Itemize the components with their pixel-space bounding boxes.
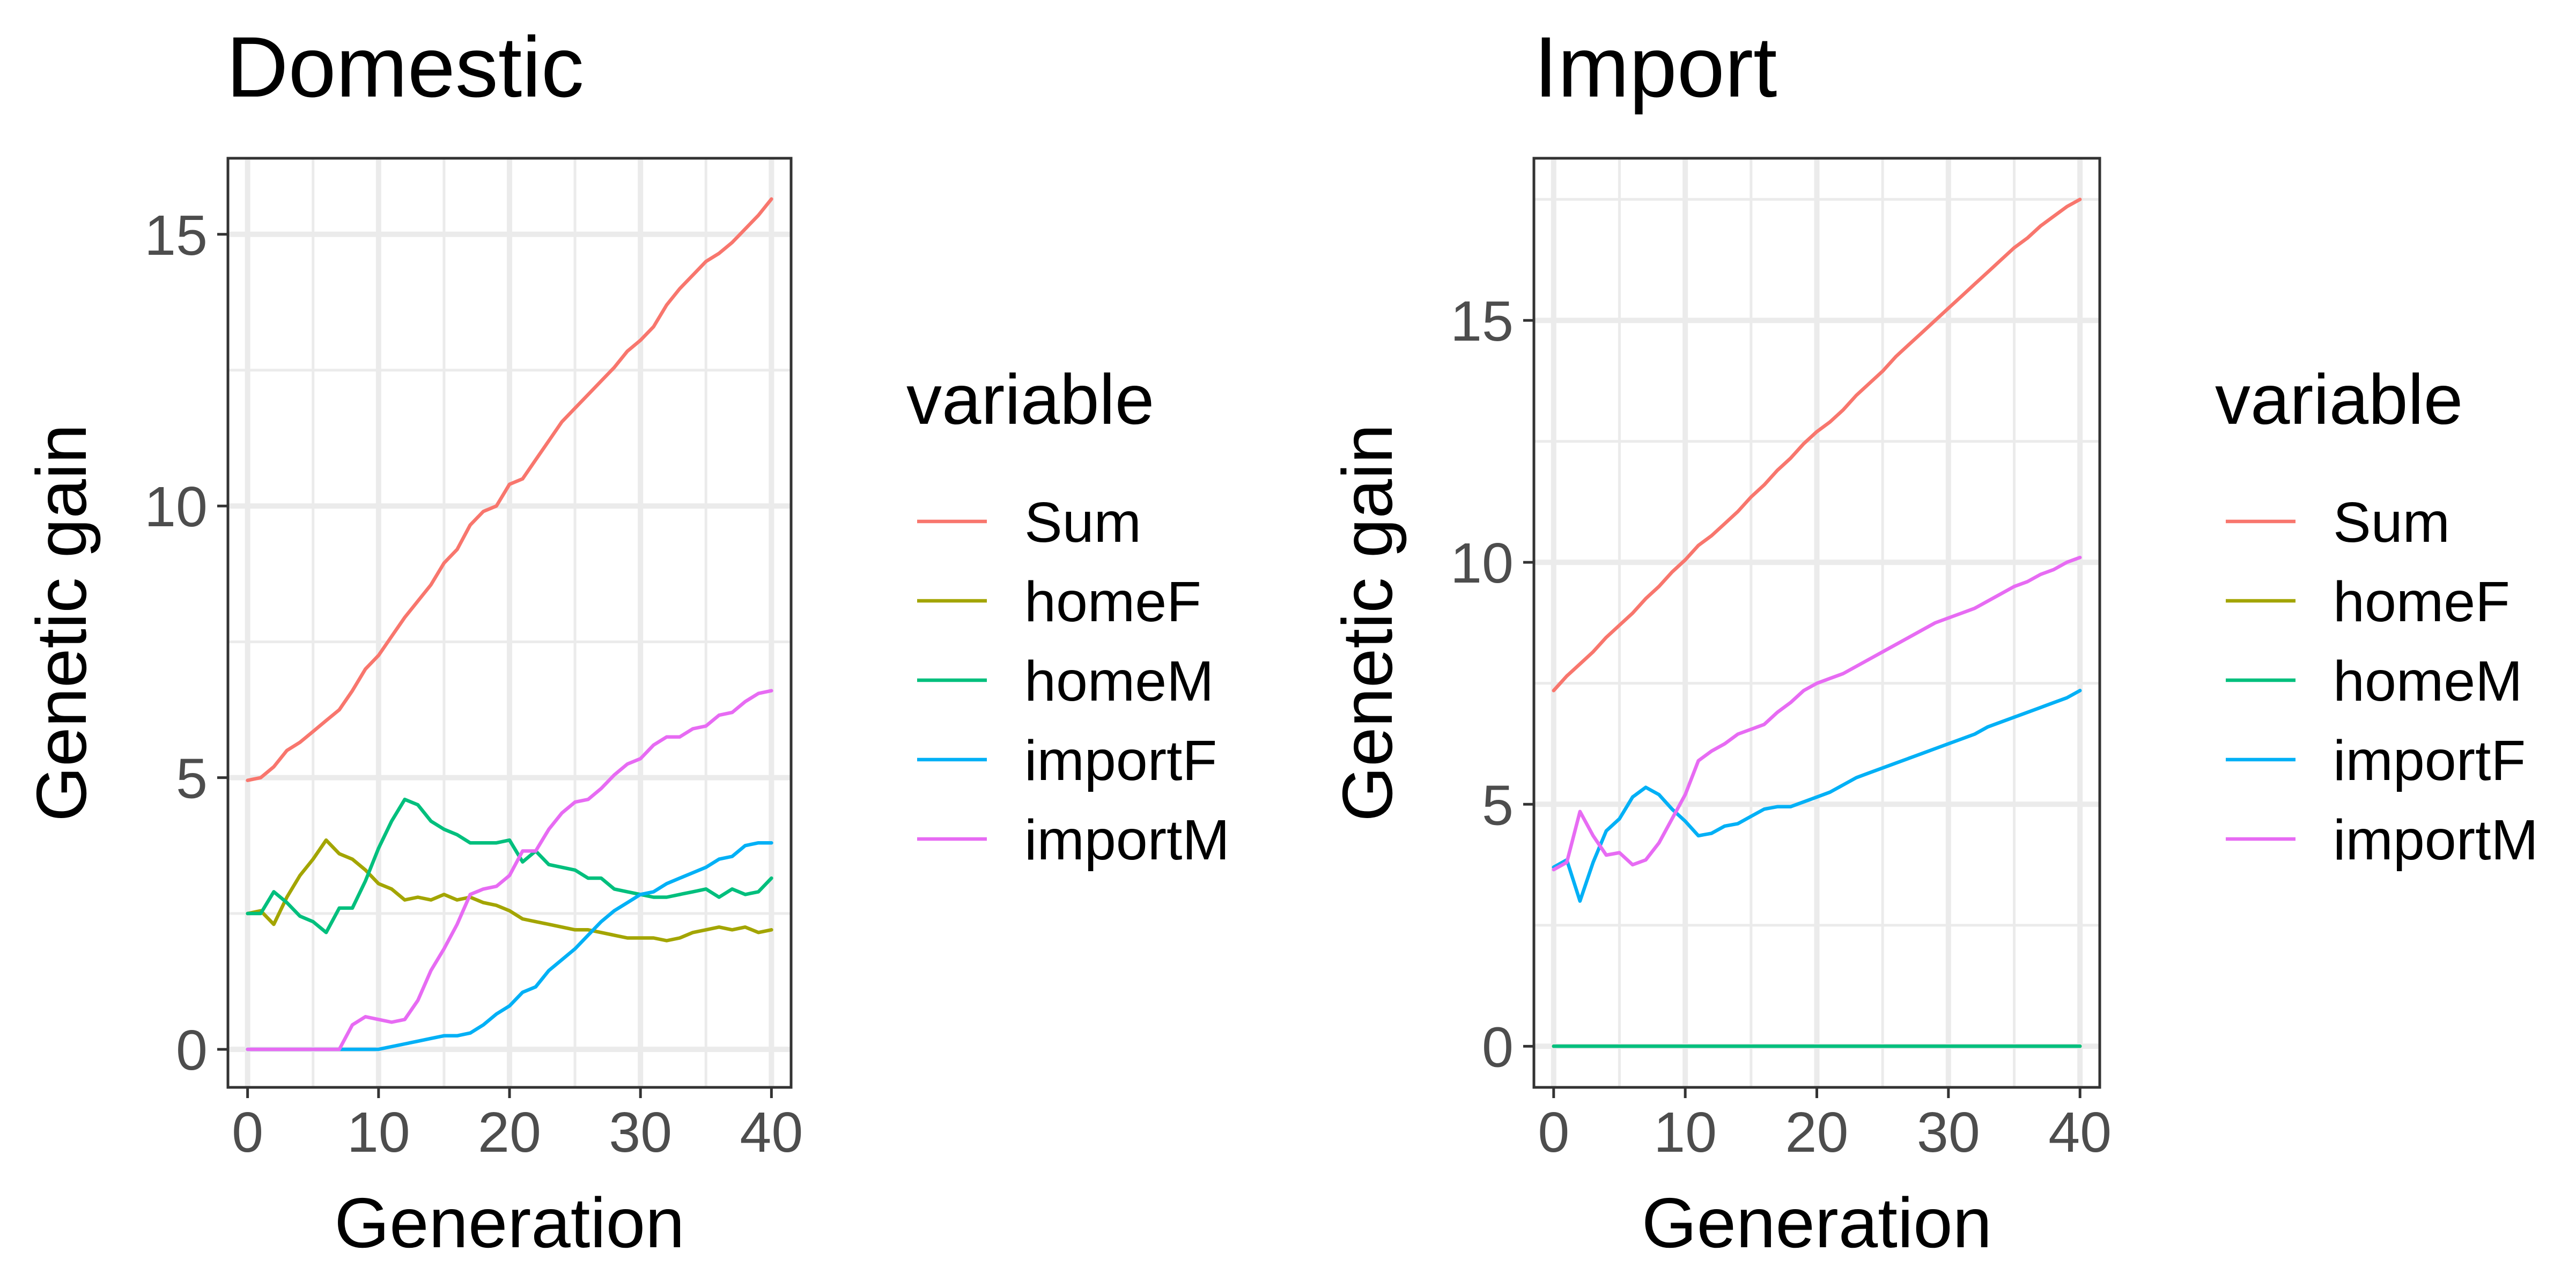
chart-title: Import bbox=[1534, 19, 1777, 115]
y-tick-label: 0 bbox=[1482, 1015, 1514, 1079]
legend-title: variable bbox=[2215, 360, 2463, 439]
chart-title: Domestic bbox=[226, 19, 584, 115]
x-tick-label: 20 bbox=[1785, 1101, 1849, 1164]
series-line-importF bbox=[1552, 689, 2082, 903]
series-line-Sum bbox=[1552, 197, 2082, 693]
y-tick-label: 15 bbox=[144, 204, 208, 267]
series-line-importM bbox=[246, 689, 773, 1051]
y-axis-title: Genetic gain bbox=[1328, 424, 1407, 821]
legend-label-Sum: Sum bbox=[2333, 491, 2450, 554]
x-tick-label: 20 bbox=[478, 1101, 541, 1164]
legend-label-importM: importM bbox=[2333, 808, 2538, 872]
series-line-homeF bbox=[246, 838, 773, 943]
x-tick-label: 30 bbox=[1917, 1101, 1980, 1164]
x-tick-label: 40 bbox=[740, 1101, 803, 1164]
legend: variable Sum homeF homeM importF importM bbox=[2215, 360, 2538, 872]
legend-label-importF: importF bbox=[1024, 729, 1217, 792]
legend-label-Sum: Sum bbox=[1024, 491, 1141, 554]
y-tick-label: 10 bbox=[1450, 532, 1514, 595]
x-tick-label: 40 bbox=[2048, 1101, 2112, 1164]
legend-label-homeM: homeM bbox=[1024, 650, 1214, 713]
legend-label-importF: importF bbox=[2333, 729, 2526, 792]
series-line-homeM bbox=[246, 797, 773, 934]
import-chart-panel: 0 10 20 30 40 0 5 10 15 Import Generation Genetic g… bbox=[1328, 19, 2538, 1262]
y-tick-label: 5 bbox=[176, 747, 208, 811]
series-line-importM bbox=[1552, 555, 2082, 872]
x-tick-label: 10 bbox=[347, 1101, 410, 1164]
legend-label-importM: importM bbox=[1024, 808, 1230, 872]
y-tick-label: 0 bbox=[176, 1019, 208, 1082]
domestic-chart-panel: 0 10 20 30 40 0 5 10 15 Domestic Generation Genetic… bbox=[22, 19, 1230, 1262]
y-tick-label: 10 bbox=[144, 475, 208, 539]
legend-label-homeF: homeF bbox=[1024, 570, 1201, 634]
x-tick-label: 10 bbox=[1654, 1101, 1717, 1164]
y-axis-title: Genetic gain bbox=[22, 424, 101, 821]
x-axis-title: Generation bbox=[1642, 1183, 1992, 1262]
legend: variable Sum homeF homeM importF importM bbox=[906, 360, 1230, 872]
legend-label-homeF: homeF bbox=[2333, 570, 2510, 634]
series-line-Sum bbox=[246, 197, 773, 782]
x-tick-label: 0 bbox=[232, 1101, 263, 1164]
x-tick-label: 0 bbox=[1538, 1101, 1569, 1164]
y-tick-label: 5 bbox=[1482, 774, 1514, 837]
y-tick-label: 15 bbox=[1450, 290, 1514, 353]
x-tick-label: 30 bbox=[609, 1101, 672, 1164]
legend-label-homeM: homeM bbox=[2333, 650, 2522, 713]
x-axis-title: Generation bbox=[334, 1183, 684, 1262]
legend-title: variable bbox=[906, 360, 1154, 439]
